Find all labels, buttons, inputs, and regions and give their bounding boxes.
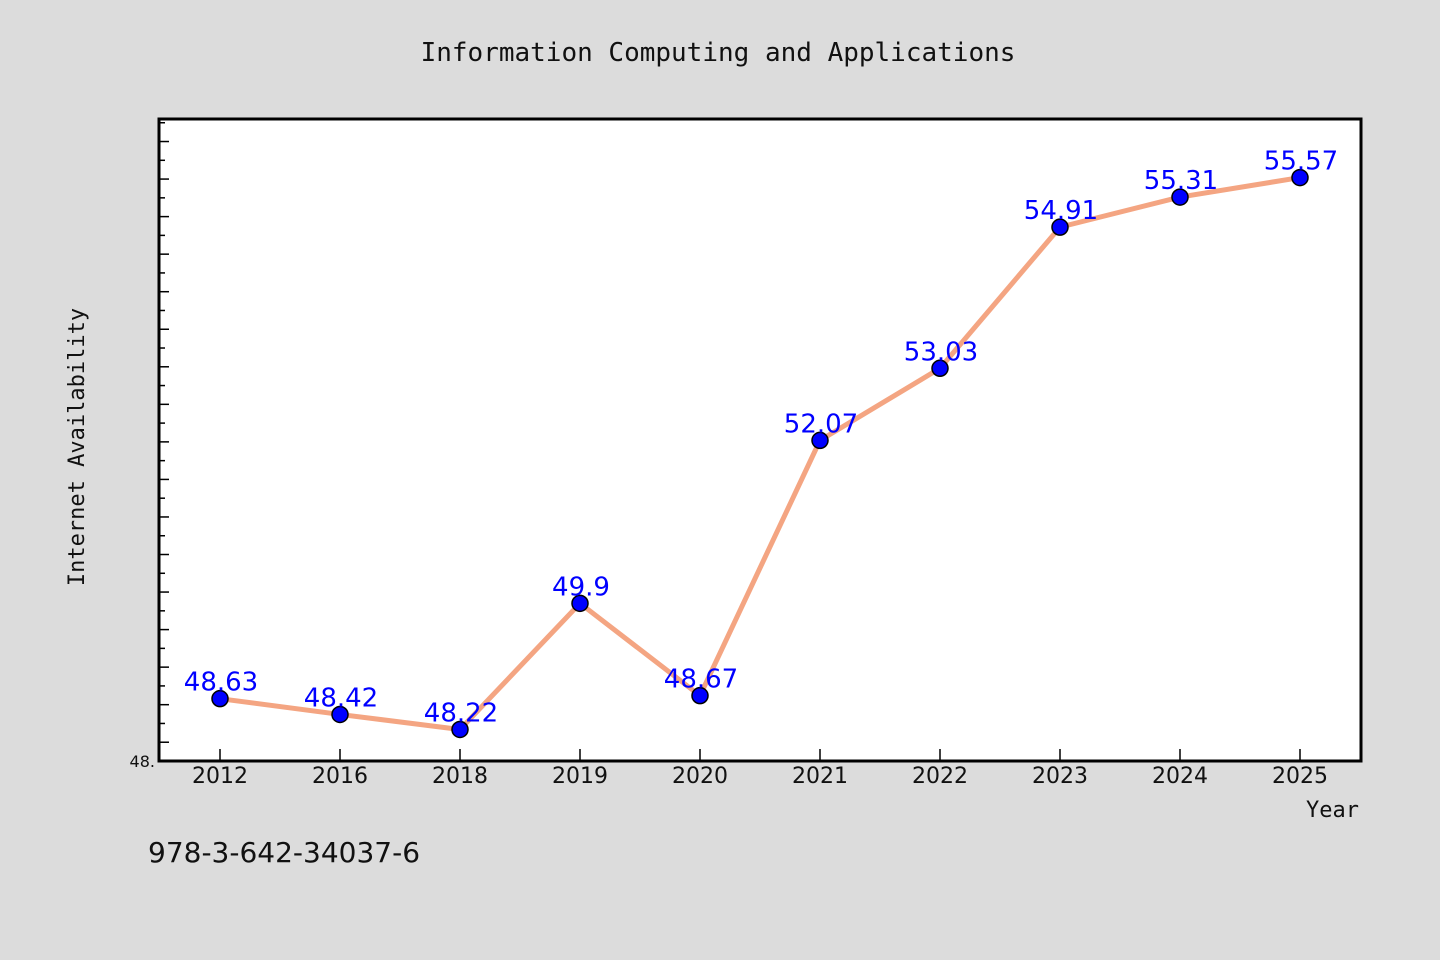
data-labels-layer: 48.63 48.42 48.22 49.9 48.67 52.07 53.03 54.91 5… bbox=[184, 147, 1338, 729]
x-tick-label: 2012 bbox=[192, 764, 248, 789]
data-point bbox=[1171, 188, 1189, 206]
data-point bbox=[811, 431, 829, 450]
data-point bbox=[691, 686, 709, 705]
data-label: 54.91 bbox=[1024, 196, 1098, 226]
data-label: 52.07 bbox=[784, 409, 858, 439]
data-label: 48.42 bbox=[304, 683, 378, 713]
data-label: 53.03 bbox=[904, 337, 978, 367]
data-point bbox=[1051, 218, 1069, 236]
data-point bbox=[571, 594, 589, 613]
data-label: 49.9 bbox=[552, 572, 610, 602]
chart-title: Information Computing and Applications bbox=[421, 38, 1016, 68]
data-label: 48.22 bbox=[424, 698, 498, 728]
data-label: 55.31 bbox=[1144, 166, 1218, 196]
isbn-footer: 978-3-642-34037-6 bbox=[148, 836, 420, 869]
data-label: 55.57 bbox=[1264, 147, 1338, 177]
x-tick-label: 2022 bbox=[912, 764, 968, 789]
x-tick-label: 2016 bbox=[312, 764, 368, 789]
x-tick-label: 2023 bbox=[1032, 764, 1088, 789]
y-tick-label: 48. bbox=[130, 752, 155, 771]
x-axis-title: Year bbox=[1306, 798, 1359, 823]
data-point bbox=[451, 720, 469, 739]
data-point bbox=[211, 689, 229, 708]
x-axis-ticks: 2012 2016 2018 2019 2020 2021 2022 2023 2024 2025 bbox=[192, 749, 1328, 789]
y-axis-ticks: 48. bbox=[130, 122, 169, 771]
series-line bbox=[217, 175, 1303, 732]
x-tick-label: 2019 bbox=[552, 764, 608, 789]
data-label: 48.63 bbox=[184, 668, 258, 698]
series-layer bbox=[217, 175, 1303, 732]
x-tick-label: 2021 bbox=[792, 764, 848, 789]
x-tick-label: 2018 bbox=[432, 764, 488, 789]
x-tick-label: 2020 bbox=[672, 764, 728, 789]
x-tick-label: 2024 bbox=[1152, 764, 1208, 789]
plot-area bbox=[157, 117, 1363, 763]
data-label: 48.67 bbox=[664, 665, 738, 695]
data-point bbox=[931, 359, 949, 378]
y-axis-title: Internet Availability bbox=[65, 308, 90, 586]
markers-layer bbox=[211, 168, 1309, 739]
data-point bbox=[1291, 168, 1309, 187]
x-tick-label: 2025 bbox=[1272, 764, 1328, 789]
data-point bbox=[331, 705, 349, 724]
